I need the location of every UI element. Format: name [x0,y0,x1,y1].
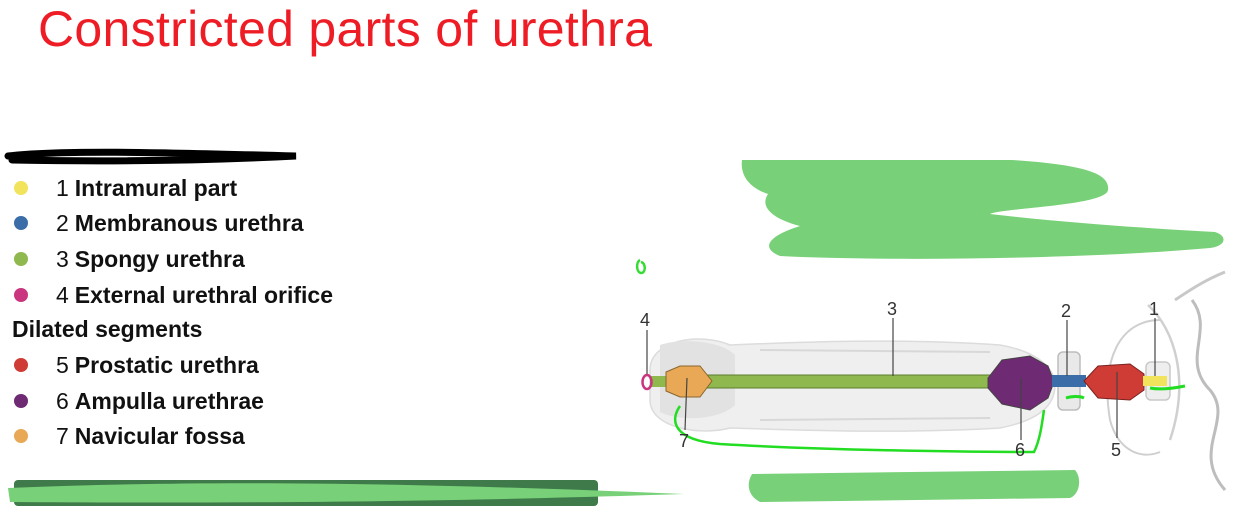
legend-item-spongy: 3 Spongy urethra [14,244,245,274]
legend-item-orifice: 4 External urethral orifice [14,280,333,310]
callout-1: 1 [1149,299,1159,319]
dilated-heading: Dilated segments [12,316,203,342]
wall-outline [1147,304,1181,441]
prostatic-shape [1083,363,1145,401]
green-annotation-curve [673,405,1046,454]
legend-label: External urethral orifice [74,281,333,308]
legend-label: Intramural part [74,174,238,201]
legend-item-navicular: 7 Navicular fossa [14,421,245,451]
prostate-outline [1106,319,1161,456]
green-annotation-stroke [1149,384,1186,391]
spongy-urethra-segment [705,374,995,389]
legend-label: Membranous urethra [74,209,304,236]
green-dot-icon [14,252,28,266]
green-annotation-stroke-small [1065,395,1085,400]
legend-item-ampulla: 6 Ampulla urethrae [14,386,264,416]
legend-item-membranous: 2 Membranous urethra [14,208,304,238]
legend-label: Prostatic urethra [74,351,259,378]
callout-5: 5 [1111,440,1121,460]
urethra-diagram: 4 3 2 1 5 6 7 [640,270,1227,491]
blue-dot-icon [14,216,28,230]
bladder-wall [1190,299,1227,491]
callout-6: 6 [1015,440,1025,460]
legend-label: Ampulla urethrae [74,387,264,414]
corpus-lines [759,349,991,421]
pink-dot-icon [14,288,28,302]
yellow-dot-icon [14,181,28,195]
intramural-segment [1143,376,1167,386]
purple-dot-icon [14,394,28,408]
green-mark [635,258,646,275]
callout-4: 4 [640,310,650,330]
distal-spongy-segment [650,376,666,387]
leader-lines [646,318,1156,440]
legend-item-prostatic: 5 Prostatic urethra [14,350,259,380]
green-scribble-bottom-left [8,483,684,503]
green-scribble-top-right [741,160,1224,259]
legend-item-intramural: 1 Intramural part [14,173,237,203]
pelvic-outline [1174,270,1226,302]
legend: 1 Intramural part 2 Membranous urethra 3… [0,0,600,528]
callout-7: 7 [679,431,689,451]
red-dot-icon [14,358,28,372]
legend-label: Spongy urethra [74,245,245,272]
callout-3: 3 [887,299,897,319]
legend-label: Navicular fossa [74,422,245,449]
membranous-segment [1052,375,1086,387]
slide-title: Constricted parts of urethra [38,1,653,57]
navicular-fossa-shape [665,365,713,398]
green-scribble-bottom-right [748,470,1080,502]
external-orifice-mark [641,373,653,391]
orange-dot-icon [14,429,28,443]
callout-2: 2 [1061,301,1071,321]
